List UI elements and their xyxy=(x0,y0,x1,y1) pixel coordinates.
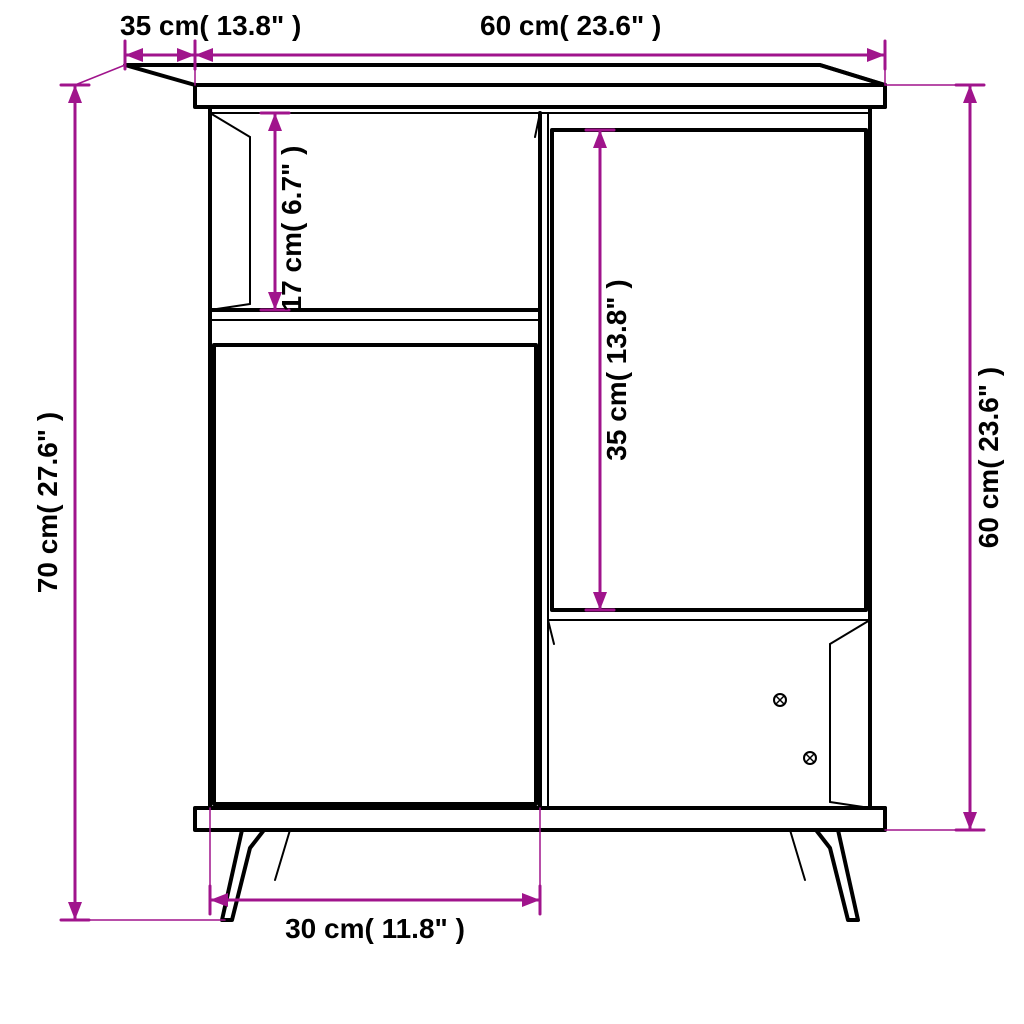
label-shelf-h: 17 cm( 6.7" ) xyxy=(276,146,307,312)
label-half-w: 30 cm( 11.8" ) xyxy=(285,913,465,944)
label-body-h: 60 cm( 23.6" ) xyxy=(973,367,1004,548)
label-width: 60 cm( 23.6" ) xyxy=(480,10,661,41)
cabinet-outline xyxy=(125,65,885,920)
label-total-h: 70 cm( 27.6" ) xyxy=(32,412,63,593)
label-door-h: 35 cm( 13.8" ) xyxy=(601,279,632,460)
label-depth: 35 cm( 13.8" ) xyxy=(120,10,301,41)
